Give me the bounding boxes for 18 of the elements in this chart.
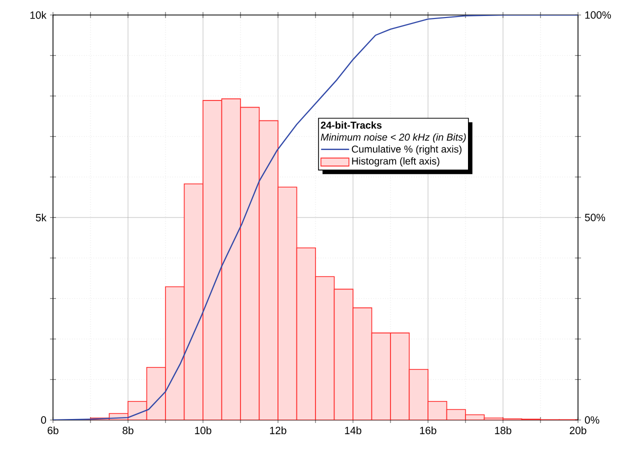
x-tick-label: 12b: [270, 426, 286, 434]
x-tick-label: 10b: [195, 426, 212, 434]
x-tick-label: 8b: [122, 426, 134, 434]
y-tick-label: 0: [41, 416, 46, 424]
y2-tick-label: 0%: [584, 416, 600, 424]
legend-label: Histogram (left axis): [352, 157, 440, 167]
legend-label: Cumulative % (right axis): [352, 145, 462, 155]
x-tick-label: 18b: [495, 426, 512, 434]
y-tick-label: 10k: [30, 11, 46, 19]
y2-tick-label: 100%: [585, 11, 611, 19]
x-tick-label: 16b: [420, 426, 436, 434]
x-tick-label: 20b: [570, 426, 586, 434]
text: Minimum noise < 20 kHz (in Bits): [320, 133, 466, 143]
y-tick-label: 5k: [36, 214, 46, 222]
x-tick-label: 14b: [345, 426, 362, 434]
y2-tick-label: 50%: [584, 214, 606, 222]
x-tick-label: 6b: [48, 426, 58, 434]
text: 24-bit-Tracks: [320, 121, 382, 129]
